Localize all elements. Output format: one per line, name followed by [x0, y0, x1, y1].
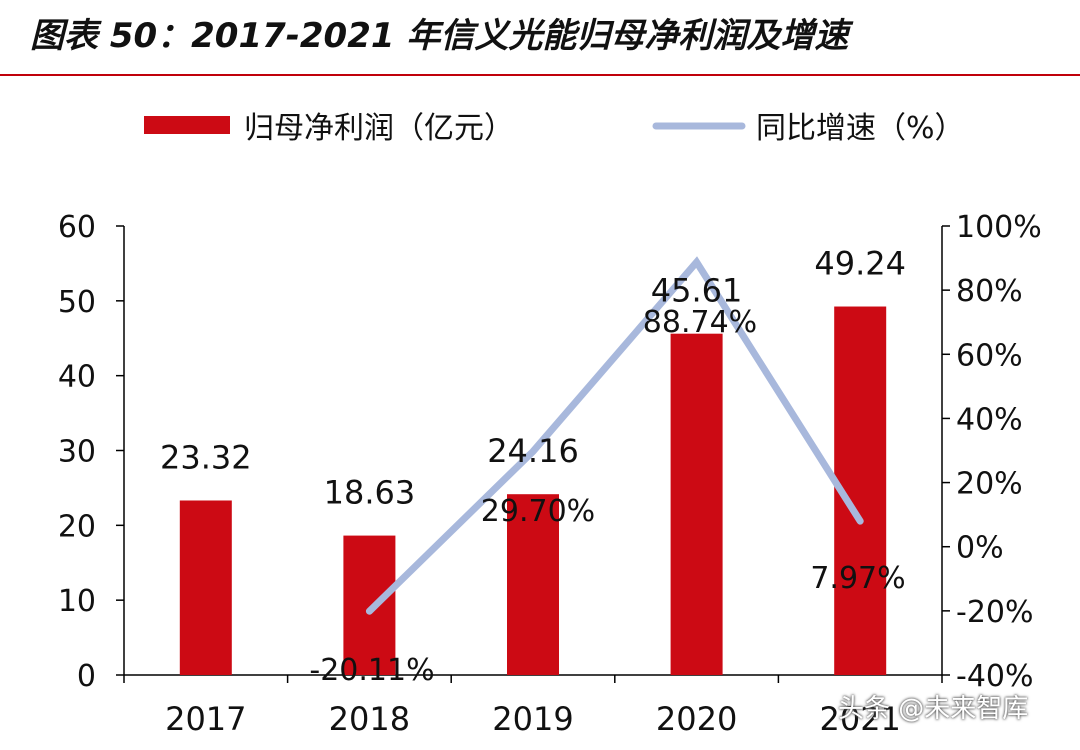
watermark: 头条 @未来智库 — [838, 694, 1029, 724]
y-right-tick-label: 20% — [956, 467, 1023, 502]
y-left-tick-label: 10 — [58, 584, 96, 619]
legend-label-bar: 归母净利润（亿元） — [244, 111, 514, 146]
y-left-tick-label: 60 — [58, 210, 96, 245]
line-data-label: 88.74% — [643, 305, 757, 340]
y-right-tick-label: -40% — [956, 659, 1034, 694]
x-tick-label: 2019 — [492, 700, 573, 738]
line-data-label: 29.70% — [481, 494, 595, 529]
bar — [507, 494, 559, 675]
bar — [670, 333, 723, 675]
y-right-tick-label: 0% — [956, 531, 1004, 566]
x-tick-label: 2020 — [656, 700, 737, 738]
line-data-label: -20.11% — [309, 653, 434, 688]
bar-data-label: 45.61 — [651, 272, 743, 310]
line-data-label: 7.97% — [810, 561, 905, 596]
x-tick-label: 2018 — [329, 700, 410, 738]
bar-data-label: 49.24 — [814, 245, 906, 283]
x-tick-label: 2017 — [165, 700, 246, 738]
y-left-tick-label: 30 — [58, 435, 96, 470]
y-right-tick-label: 60% — [956, 338, 1023, 373]
bar — [179, 500, 232, 675]
bar-data-label: 18.63 — [324, 474, 416, 512]
chart-title: 图表 50：2017-2021 年信义光能归母净利润及增速 — [30, 16, 849, 56]
y-left-tick-label: 50 — [58, 285, 96, 320]
y-right-tick-label: 80% — [956, 274, 1023, 309]
legend-swatch-bar — [144, 116, 230, 134]
bar-data-label: 23.32 — [160, 438, 252, 476]
y-right-tick-label: 100% — [956, 210, 1042, 245]
x-tick-label: 2021 — [819, 700, 900, 738]
bar-data-label: 24.16 — [487, 432, 579, 470]
y-left-tick-label: 20 — [58, 509, 96, 544]
title-divider — [0, 74, 1080, 76]
y-right-tick-label: -20% — [956, 595, 1034, 630]
y-right-tick-label: 40% — [956, 402, 1023, 437]
bar — [343, 535, 396, 675]
growth-line — [365, 256, 864, 615]
y-left-tick-label: 0 — [77, 659, 96, 694]
legend-label-line: 同比增速（%） — [756, 111, 965, 146]
y-left-tick-label: 40 — [58, 360, 96, 395]
